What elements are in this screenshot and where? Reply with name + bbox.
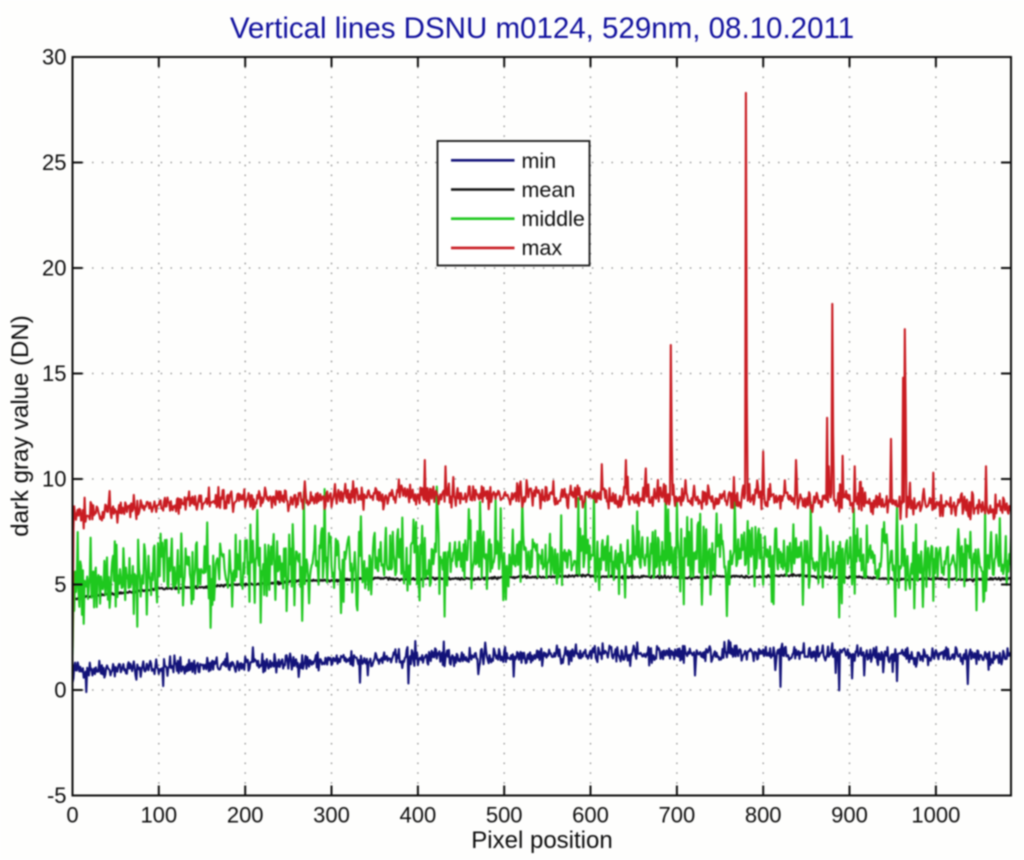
- svg-text:Vertical lines DSNU m0124, 529: Vertical lines DSNU m0124, 529nm, 08.10.…: [230, 12, 854, 45]
- svg-text:100: 100: [140, 803, 177, 828]
- svg-text:1000: 1000: [911, 803, 960, 828]
- svg-text:middle: middle: [522, 207, 585, 231]
- svg-text:25: 25: [42, 150, 66, 175]
- svg-text:0: 0: [66, 803, 78, 828]
- svg-text:500: 500: [486, 803, 523, 828]
- svg-text:10: 10: [42, 467, 66, 492]
- svg-text:400: 400: [400, 803, 437, 828]
- svg-text:200: 200: [227, 803, 264, 828]
- svg-text:600: 600: [572, 803, 609, 828]
- svg-text:300: 300: [313, 803, 350, 828]
- svg-text:-5: -5: [47, 783, 67, 808]
- svg-text:max: max: [522, 236, 563, 260]
- svg-text:700: 700: [659, 803, 696, 828]
- svg-text:20: 20: [42, 256, 66, 281]
- svg-text:dark gray value (DN): dark gray value (DN): [7, 315, 34, 536]
- svg-text:5: 5: [54, 572, 66, 597]
- svg-text:900: 900: [831, 803, 868, 828]
- svg-text:0: 0: [54, 678, 66, 703]
- svg-text:mean: mean: [522, 178, 576, 202]
- svg-text:15: 15: [42, 361, 66, 386]
- svg-text:min: min: [522, 149, 557, 173]
- svg-text:800: 800: [745, 803, 782, 828]
- svg-text:30: 30: [42, 45, 66, 70]
- svg-text:Pixel position: Pixel position: [471, 827, 612, 854]
